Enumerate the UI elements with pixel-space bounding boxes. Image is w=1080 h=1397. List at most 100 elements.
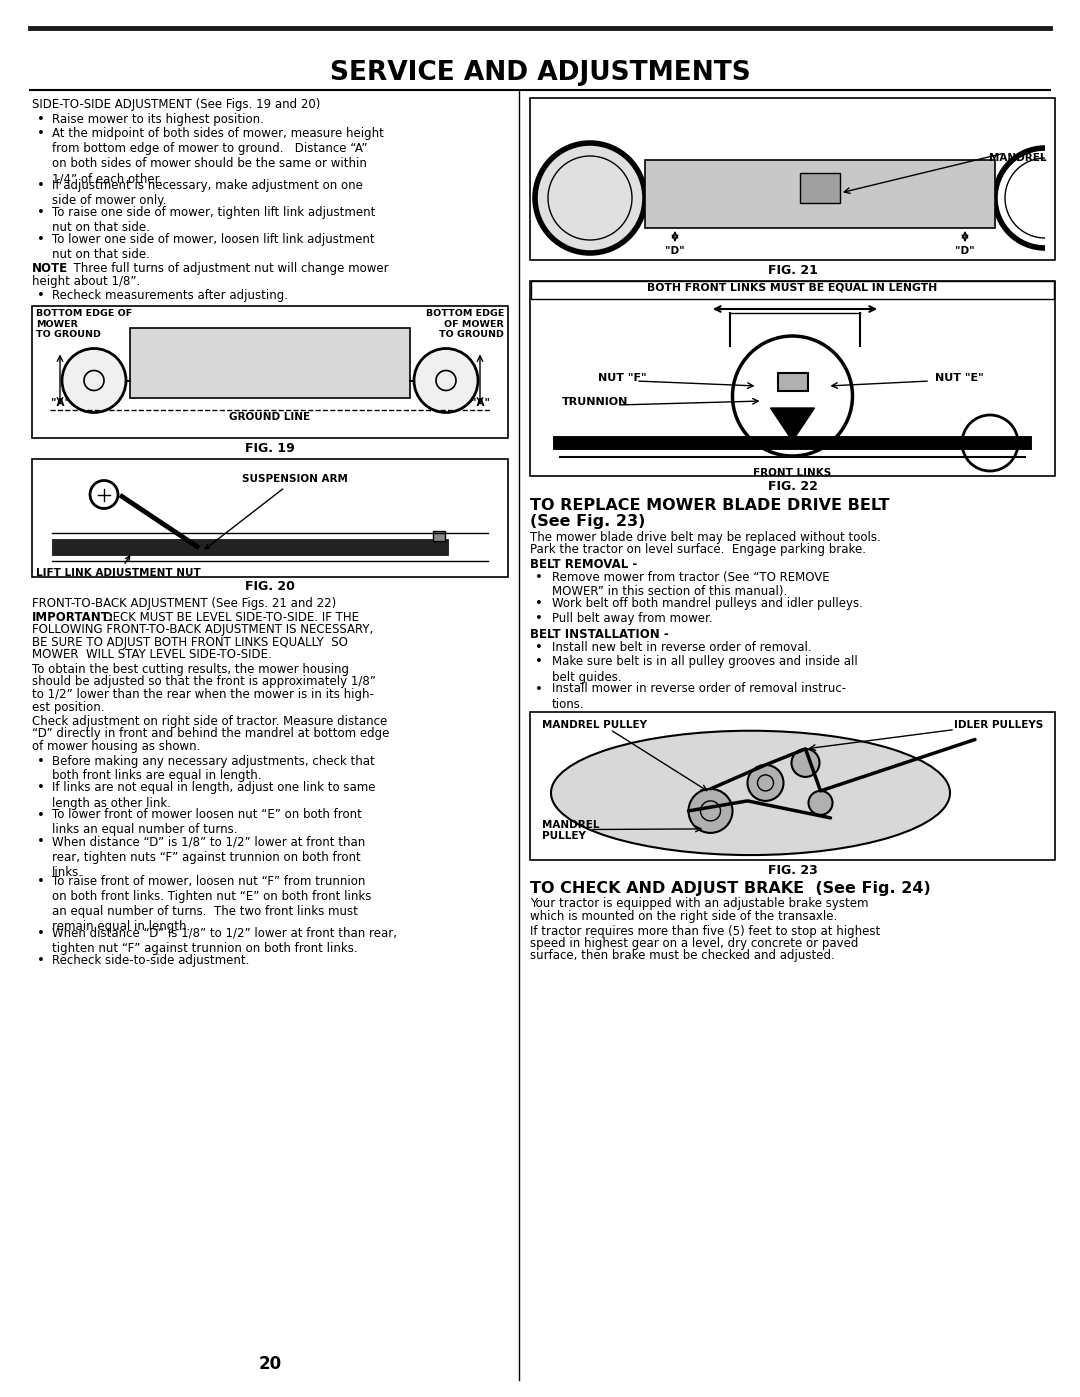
Text: of mower housing as shown.: of mower housing as shown. [32, 740, 201, 753]
Text: to 1/2” lower than the rear when the mower is in its high-: to 1/2” lower than the rear when the mow… [32, 687, 374, 701]
Text: Check adjustment on right side of tractor. Measure distance: Check adjustment on right side of tracto… [32, 715, 388, 728]
Text: which is mounted on the right side of the transaxle.: which is mounted on the right side of th… [530, 909, 837, 923]
Text: •: • [535, 570, 543, 584]
Text: GROUND LINE: GROUND LINE [229, 412, 311, 422]
Text: MANDREL: MANDREL [989, 154, 1047, 163]
Text: "A": "A" [51, 398, 69, 408]
Text: SERVICE AND ADJUSTMENTS: SERVICE AND ADJUSTMENTS [329, 60, 751, 87]
Bar [130, 327, 410, 398]
Bar [433, 531, 445, 541]
Text: Pull belt away from mower.: Pull belt away from mower. [552, 612, 713, 624]
Text: NUT "F": NUT "F" [598, 373, 647, 383]
Text: BOTH FRONT LINKS MUST BE EQUAL IN LENGTH: BOTH FRONT LINKS MUST BE EQUAL IN LENGTH [647, 284, 937, 293]
Text: BELT REMOVAL -: BELT REMOVAL - [530, 557, 637, 571]
Text: •: • [37, 835, 45, 848]
Text: The mower blade drive belt may be replaced without tools.: The mower blade drive belt may be replac… [530, 531, 881, 543]
Text: Your tractor is equipped with an adjustable brake system: Your tractor is equipped with an adjusta… [530, 897, 868, 911]
Text: If adjustment is necessary, make adjustment on one
side of mower only.: If adjustment is necessary, make adjustm… [52, 179, 363, 207]
Text: est position.: est position. [32, 700, 105, 714]
Text: Work belt off both mandrel pulleys and idler pulleys.: Work belt off both mandrel pulleys and i… [552, 598, 863, 610]
Text: To raise front of mower, loosen nut “F” from trunnion
on both front links. Tight: To raise front of mower, loosen nut “F” … [52, 875, 372, 933]
Text: NUT "E": NUT "E" [935, 373, 984, 383]
Text: BOTTOM EDGE
OF MOWER
TO GROUND: BOTTOM EDGE OF MOWER TO GROUND [426, 310, 504, 339]
Circle shape [535, 142, 645, 253]
Text: BOTTOM EDGE OF
MOWER
TO GROUND: BOTTOM EDGE OF MOWER TO GROUND [36, 310, 132, 339]
Text: To lower one side of mower, loosen lift link adjustment
nut on that side.: To lower one side of mower, loosen lift … [52, 233, 375, 261]
Text: DECK MUST BE LEVEL SIDE-TO-SIDE. IF THE: DECK MUST BE LEVEL SIDE-TO-SIDE. IF THE [96, 610, 359, 624]
Text: At the midpoint of both sides of mower, measure height
from bottom edge of mower: At the midpoint of both sides of mower, … [52, 127, 383, 184]
Text: •: • [37, 754, 45, 767]
Text: speed in highest gear on a level, dry concrete or paved: speed in highest gear on a level, dry co… [530, 937, 859, 950]
Text: 20: 20 [258, 1355, 282, 1373]
Text: Remove mower from tractor (See “TO REMOVE
MOWER” in this section of this manual): Remove mower from tractor (See “TO REMOV… [552, 570, 829, 598]
Text: To lower front of mower loosen nut “E” on both front
links an equal number of tu: To lower front of mower loosen nut “E” o… [52, 809, 362, 837]
Text: •: • [37, 179, 45, 191]
Text: BELT INSTALLATION -: BELT INSTALLATION - [530, 629, 669, 641]
Text: •: • [37, 809, 45, 821]
Text: •: • [535, 655, 543, 669]
Bar [530, 281, 1055, 476]
Text: "D": "D" [955, 246, 975, 256]
Text: MANDREL
PULLEY: MANDREL PULLEY [542, 820, 599, 841]
Text: If tractor requires more than five (5) feet to stop at highest: If tractor requires more than five (5) f… [530, 925, 880, 937]
Text: (See Fig. 23): (See Fig. 23) [530, 514, 646, 529]
Text: height about 1/8”.: height about 1/8”. [32, 274, 140, 288]
Text: SIDE-TO-SIDE ADJUSTMENT (See Figs. 19 and 20): SIDE-TO-SIDE ADJUSTMENT (See Figs. 19 an… [32, 98, 321, 110]
Text: FOLLOWING FRONT-TO-BACK ADJUSTMENT IS NECESSARY,: FOLLOWING FRONT-TO-BACK ADJUSTMENT IS NE… [32, 623, 374, 637]
Text: Park the tractor on level surface.  Engage parking brake.: Park the tractor on level surface. Engag… [530, 543, 866, 556]
Text: To raise one side of mower, tighten lift link adjustment
nut on that side.: To raise one side of mower, tighten lift… [52, 205, 376, 235]
Text: •: • [37, 289, 45, 302]
Text: •: • [37, 875, 45, 888]
Text: "A": "A" [471, 398, 489, 408]
Text: FIG. 23: FIG. 23 [768, 863, 818, 876]
Text: FIG. 21: FIG. 21 [768, 264, 818, 277]
Text: •: • [37, 781, 45, 795]
Text: TO REPLACE MOWER BLADE DRIVE BELT: TO REPLACE MOWER BLADE DRIVE BELT [530, 497, 890, 513]
Text: Recheck side-to-side adjustment.: Recheck side-to-side adjustment. [52, 954, 249, 967]
Text: •: • [535, 683, 543, 696]
Text: "D": "D" [665, 246, 685, 256]
Text: :  Three full turns of adjustment nut will change mower: : Three full turns of adjustment nut wil… [62, 263, 389, 275]
Circle shape [747, 766, 783, 800]
Text: NOTE: NOTE [32, 263, 68, 275]
Circle shape [792, 749, 820, 777]
Text: Install mower in reverse order of removal instruc-
tions.: Install mower in reverse order of remova… [552, 683, 846, 711]
Text: •: • [535, 612, 543, 624]
Bar [778, 373, 808, 391]
Text: •: • [535, 598, 543, 610]
Ellipse shape [551, 731, 950, 855]
Text: Before making any necessary adjustments, check that
both front links are equal i: Before making any necessary adjustments,… [52, 754, 375, 782]
Text: MANDREL PULLEY: MANDREL PULLEY [542, 719, 647, 729]
Text: FIG. 20: FIG. 20 [245, 581, 295, 594]
Text: FRONT LINKS: FRONT LINKS [754, 468, 832, 478]
Text: TO CHECK AND ADJUST BRAKE  (See Fig. 24): TO CHECK AND ADJUST BRAKE (See Fig. 24) [530, 880, 931, 895]
Text: SUSPENSION ARM: SUSPENSION ARM [205, 475, 348, 549]
Text: surface, then brake must be checked and adjusted.: surface, then brake must be checked and … [530, 950, 835, 963]
Bar [530, 98, 1055, 260]
Text: TRUNNION: TRUNNION [562, 397, 629, 407]
Text: •: • [37, 233, 45, 246]
Circle shape [689, 789, 732, 833]
Text: To obtain the best cutting results, the mower housing: To obtain the best cutting results, the … [32, 664, 349, 676]
Text: When distance “D” is 1/8” to 1/2” lower at front than rear,
tighten nut “F” agai: When distance “D” is 1/8” to 1/2” lower … [52, 928, 397, 956]
Text: IMPORTANT:: IMPORTANT: [32, 610, 114, 624]
Text: If links are not equal in length, adjust one link to same
length as other link.: If links are not equal in length, adjust… [52, 781, 376, 809]
Text: IDLER PULLEYS: IDLER PULLEYS [954, 719, 1043, 729]
Circle shape [62, 348, 126, 412]
Bar [645, 161, 995, 228]
Text: MOWER  WILL STAY LEVEL SIDE-TO-SIDE.: MOWER WILL STAY LEVEL SIDE-TO-SIDE. [32, 648, 272, 662]
Text: Make sure belt is in all pulley grooves and inside all
belt guides.: Make sure belt is in all pulley grooves … [552, 655, 858, 683]
Polygon shape [770, 408, 814, 441]
Circle shape [809, 791, 833, 814]
Text: •: • [37, 113, 45, 126]
Bar [32, 306, 508, 437]
Bar [52, 538, 448, 555]
Circle shape [732, 337, 852, 455]
Text: “D” directly in front and behind the mandrel at bottom edge: “D” directly in front and behind the man… [32, 728, 390, 740]
Circle shape [414, 348, 478, 412]
Text: Install new belt in reverse order of removal.: Install new belt in reverse order of rem… [552, 641, 812, 654]
Bar [531, 281, 1054, 299]
Text: FIG. 22: FIG. 22 [768, 481, 818, 493]
Text: When distance “D” is 1/8” to 1/2” lower at front than
rear, tighten nuts “F” aga: When distance “D” is 1/8” to 1/2” lower … [52, 835, 365, 879]
Bar [800, 173, 840, 203]
